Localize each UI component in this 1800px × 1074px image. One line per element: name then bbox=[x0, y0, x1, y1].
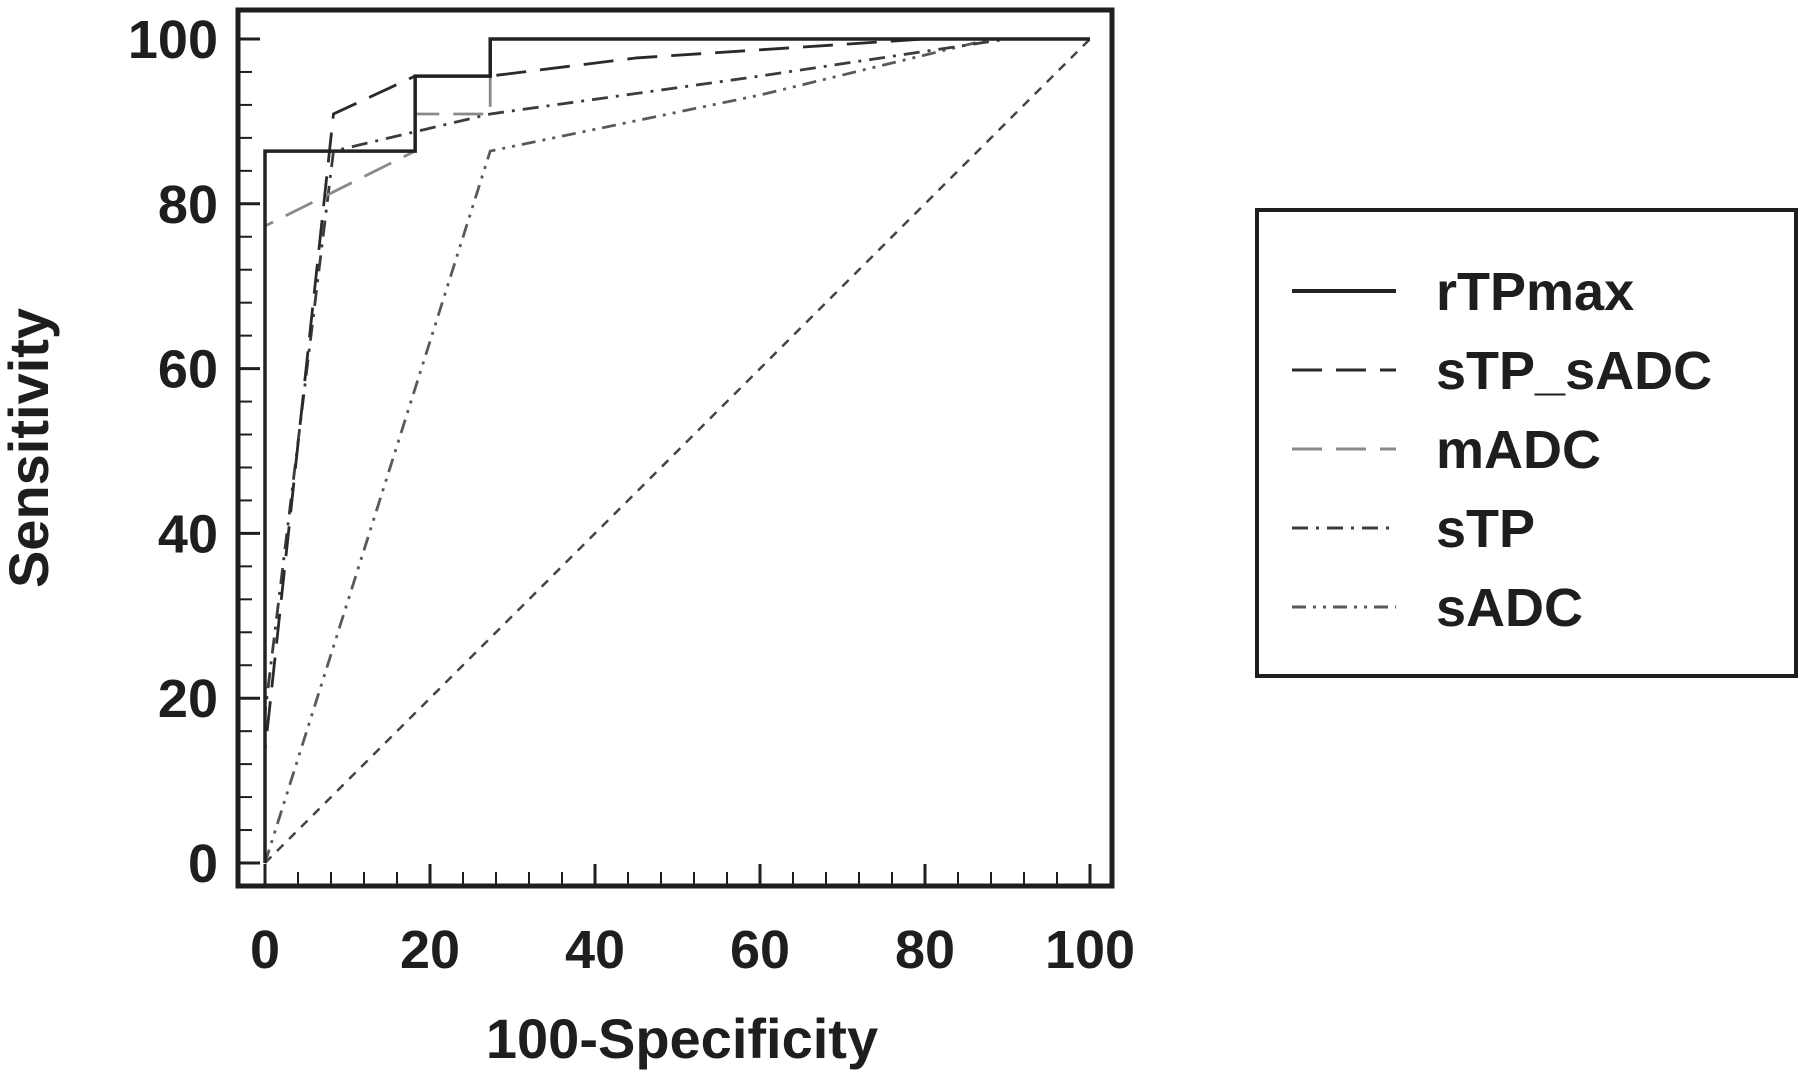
legend-label-stp-sadc: sTP_sADC bbox=[1436, 341, 1712, 401]
y-axis-title: Sensitivity bbox=[0, 308, 60, 588]
y-tick-label: 100 bbox=[128, 10, 218, 70]
axes: 0 20 40 60 80 100 0 20 40 60 80 100 bbox=[128, 7, 1135, 980]
x-tick-label: 40 bbox=[565, 920, 625, 980]
y-tick-label: 80 bbox=[158, 175, 218, 235]
legend-label-rtpmax: rTPmax bbox=[1436, 262, 1634, 322]
legend-label-madc: mADC bbox=[1436, 420, 1601, 480]
legend-box bbox=[1255, 208, 1798, 678]
y-tick-label: 40 bbox=[158, 504, 218, 564]
legend-label-sadc: sADC bbox=[1436, 578, 1583, 638]
x-tick-label: 20 bbox=[400, 920, 460, 980]
x-tick-label: 60 bbox=[730, 920, 790, 980]
plot-area bbox=[263, 37, 1091, 864]
y-tick-label: 20 bbox=[158, 669, 218, 729]
x-tick-label: 0 bbox=[250, 920, 280, 980]
y-tick-label: 60 bbox=[158, 340, 218, 400]
legend-label-stp: sTP bbox=[1436, 499, 1535, 559]
x-axis-title: 100-Specificity bbox=[486, 1007, 878, 1070]
x-tick-label: 100 bbox=[1045, 920, 1135, 980]
x-tick-label: 80 bbox=[895, 920, 955, 980]
reference-diagonal-line bbox=[264, 38, 1091, 864]
plot-frame bbox=[235, 7, 1115, 889]
y-tick-label: 0 bbox=[188, 834, 218, 894]
legend: rTPmax sTP_sADC mADC sTP sADC bbox=[1255, 208, 1798, 678]
series-line-rtpmax bbox=[263, 37, 1090, 863]
